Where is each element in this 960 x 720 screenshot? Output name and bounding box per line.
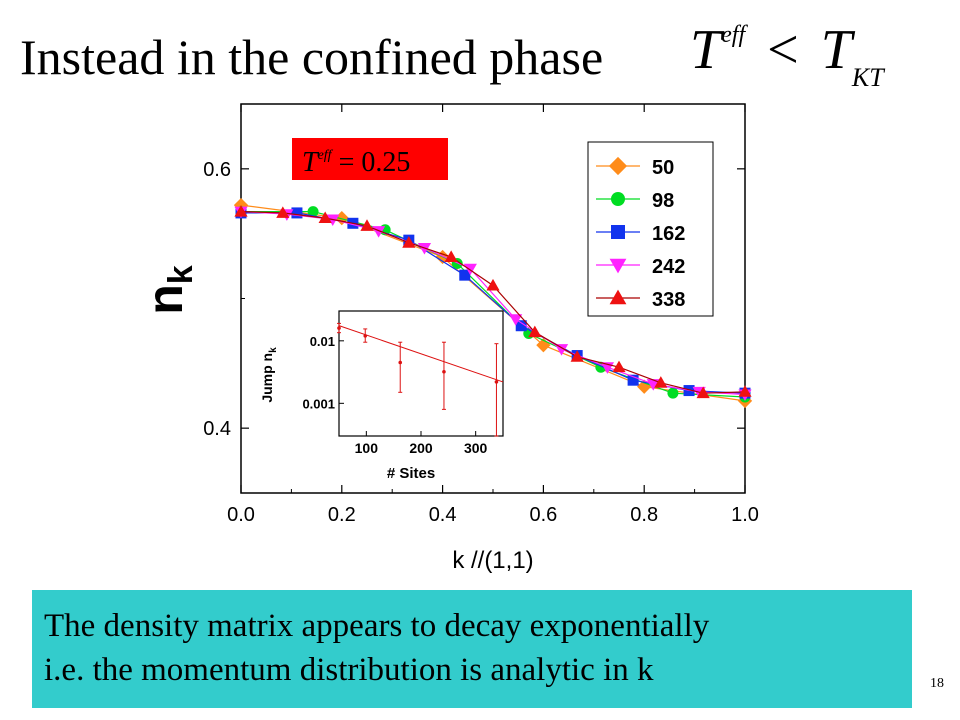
inset-x-tick-label: 300	[464, 440, 488, 456]
data-point	[234, 205, 248, 217]
legend: 50 98 162 242 338	[587, 141, 714, 317]
data-point	[509, 314, 523, 326]
data-point	[318, 211, 332, 224]
legend-label: 242	[652, 256, 685, 278]
legend-label: 98	[652, 190, 674, 212]
inset-x-tick-label: 100	[355, 440, 379, 456]
legend-item-242: 242	[596, 256, 685, 278]
page-number: 18	[930, 676, 944, 691]
temperature-annotation: Teff = 0.25	[292, 138, 448, 180]
inset-point	[442, 369, 446, 374]
x-tick-label: 1.0	[731, 504, 759, 526]
data-point	[444, 250, 458, 262]
data-point	[738, 385, 752, 397]
data-point	[486, 278, 500, 291]
legend-marker	[611, 192, 625, 206]
data-point	[307, 206, 319, 218]
inset-point	[363, 334, 368, 338]
legend-label: 50	[652, 157, 674, 179]
data-point	[326, 214, 340, 227]
inset-x-tick-label: 200	[409, 440, 433, 456]
data-point	[667, 387, 679, 399]
note-line-1: The density matrix appears to decay expo…	[44, 608, 710, 644]
legend-marker	[611, 225, 625, 239]
y-tick-label: 0.6	[203, 159, 231, 181]
svg-text:Teff = 0.25: Teff = 0.25	[302, 147, 410, 178]
data-point	[554, 344, 569, 356]
x-tick-label: 0.2	[328, 504, 356, 526]
slide-title: Instead in the confined phase	[20, 29, 604, 85]
inset-y-label: Jump nk	[259, 347, 279, 403]
inset-point	[398, 360, 403, 365]
data-point	[646, 379, 660, 391]
x-tick-label: 0.8	[630, 504, 658, 526]
note-line-2: i.e. the momentum distribution is analyt…	[44, 652, 654, 688]
header-formula: Teff < TKT	[690, 19, 884, 93]
inset-point	[494, 380, 499, 384]
inset-chart: 100 200 300 0.01 0.001 Jump nk # Sites	[259, 310, 504, 482]
series-338	[234, 205, 752, 399]
data-point	[696, 386, 710, 399]
legend-item-162: 162	[596, 223, 685, 245]
data-point	[570, 350, 584, 362]
y-axis-label: nk	[137, 265, 200, 315]
note-box: The density matrix appears to decay expo…	[32, 590, 912, 708]
main-chart: 0.0 0.2 0.4 0.6 0.8 1.0 0.4 0.6 nk k //(1,1) Te…	[137, 103, 759, 574]
inset-point	[337, 326, 341, 330]
x-tick-label: 0.4	[429, 504, 457, 526]
data-point	[402, 236, 416, 248]
data-point	[291, 207, 303, 219]
data-point	[627, 374, 639, 386]
inset-y-tick-label: 0.01	[310, 334, 335, 349]
data-point	[360, 219, 374, 231]
inset-y-tick-label: 0.001	[302, 396, 335, 411]
data-point	[612, 360, 626, 373]
legend-marker	[609, 289, 627, 305]
legend-marker	[608, 156, 628, 176]
legend-item-338: 338	[596, 289, 685, 311]
legend-item-50: 50	[596, 156, 674, 179]
x-axis-label: k //(1,1)	[452, 547, 533, 574]
data-point	[459, 269, 471, 281]
data-point	[654, 376, 668, 388]
y-tick-label: 0.4	[203, 418, 231, 440]
legend-label: 162	[652, 223, 685, 245]
data-point	[276, 206, 290, 218]
x-tick-label: 0.6	[529, 504, 557, 526]
data-point	[417, 242, 432, 255]
legend-marker	[609, 258, 627, 274]
legend-item-98: 98	[596, 190, 674, 212]
data-point	[528, 325, 542, 338]
legend-label: 338	[652, 289, 685, 311]
inset-x-label: # Sites	[387, 465, 435, 482]
x-tick-label: 0.0	[227, 504, 255, 526]
data-point	[515, 320, 527, 332]
